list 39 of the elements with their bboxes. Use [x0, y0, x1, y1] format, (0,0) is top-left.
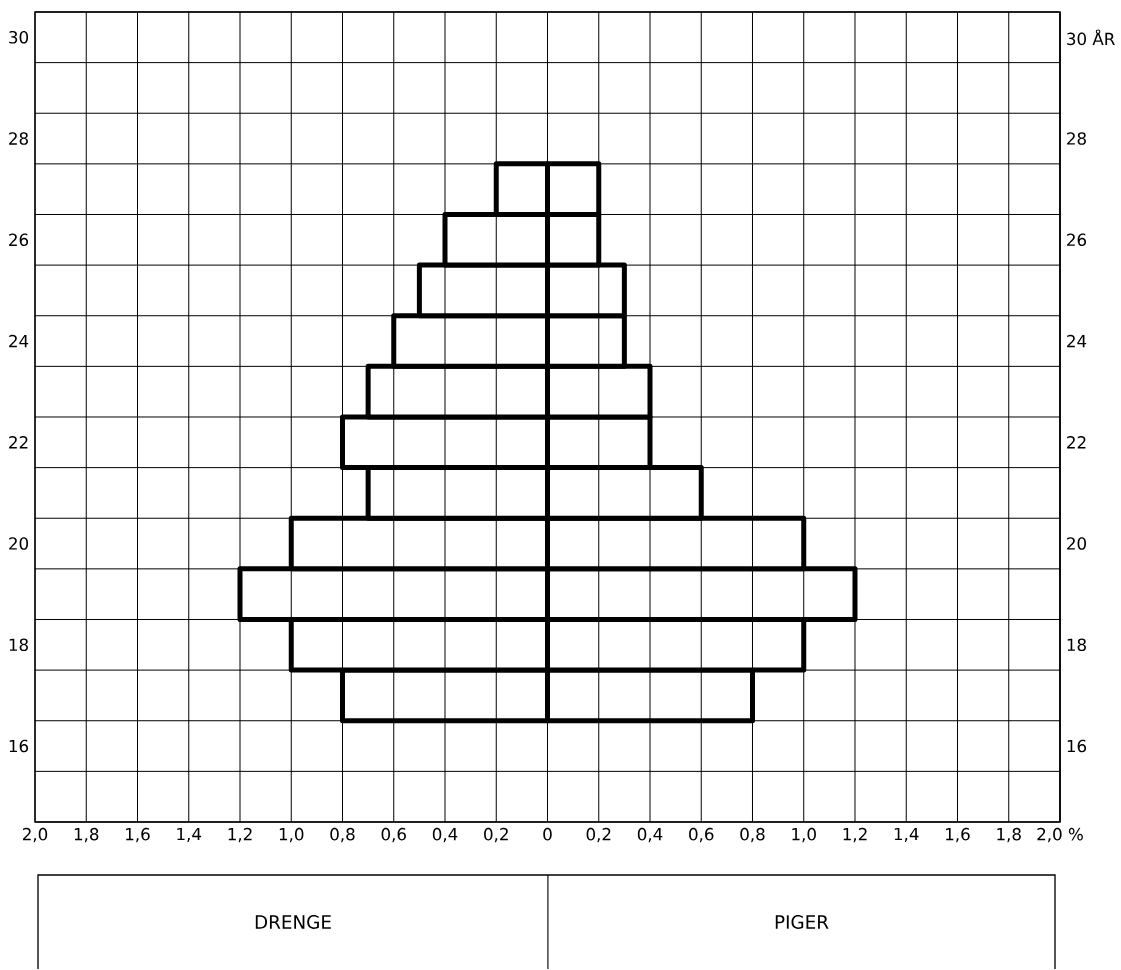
x-tick-label: 1,4 [177, 828, 202, 843]
x-tick-label: 0,8 [740, 828, 765, 843]
y2-tick-label: 20 [1067, 537, 1087, 551]
y-tick-label: 16 [9, 739, 29, 753]
y-tick-label: 28 [9, 132, 28, 146]
y2-tick-label: 26 [1067, 233, 1087, 247]
y2-tick-label: 16 [1067, 739, 1087, 753]
y-tick-label: 24 [9, 335, 29, 348]
x-tick-label: 0,4 [432, 828, 458, 843]
x-tick-label: 1,8 [74, 828, 99, 843]
x-tick-label: 1,2 [228, 828, 252, 843]
text: PIGER [775, 915, 829, 930]
y-tick-label: 22 [9, 436, 28, 449]
y-tick-label: 26 [9, 233, 29, 247]
x-tick-label: 0,4 [637, 828, 663, 843]
y-tick-label: 20 [9, 537, 29, 551]
x-tick-label: 1,0 [279, 828, 304, 843]
x-tick-label: 0,6 [381, 828, 406, 843]
x-tick-label: 1,2 [843, 828, 867, 843]
x-tick-label: 0 [543, 828, 552, 841]
x-tick-label: 2,0 % [1037, 828, 1083, 843]
x-tick-label: 0,2 [484, 828, 508, 843]
x-tick-label: 1,8 [997, 828, 1021, 843]
y2-tick-label: 22 [1067, 436, 1086, 449]
x-tick-label: 1,4 [894, 828, 919, 843]
x-tick-label: 1,0 [792, 828, 816, 843]
x-tick-label: 0,2 [586, 828, 611, 843]
x-tick-label: 1,6 [126, 828, 150, 843]
y-tick-label: 30 [9, 31, 29, 44]
x-tick-label: 0,8 [330, 828, 355, 843]
y2-tick-label: 18 [1067, 638, 1086, 652]
x-tick-label: 2,0 [22, 828, 48, 843]
x-tick-label: 0,6 [689, 828, 714, 843]
y2-tick-label: 24 [1067, 335, 1087, 348]
y2-tick-label: 28 [1067, 132, 1086, 146]
x-tick-label: 1,6 [946, 828, 970, 843]
y-tick-label: 18 [9, 638, 28, 652]
y2-tick-label: 30 ÅR [1067, 29, 1115, 46]
text: DRENGE [255, 915, 331, 930]
